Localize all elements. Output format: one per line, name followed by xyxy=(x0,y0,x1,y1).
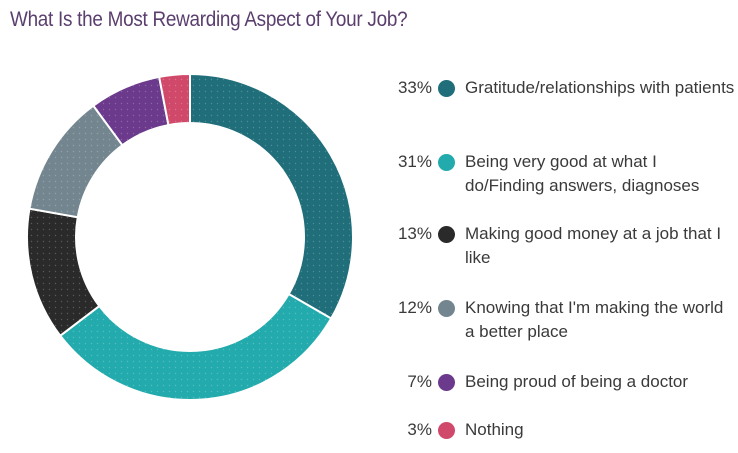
legend-percent: 7% xyxy=(407,372,432,391)
donut-slice-3-texture xyxy=(26,208,100,336)
legend-label: Nothing xyxy=(465,420,524,439)
legend-swatch xyxy=(438,226,455,243)
legend-label: Being proud of being a doctor xyxy=(465,372,689,391)
legend-label: Gratitude/relationships with patients xyxy=(465,78,735,97)
legend-swatch xyxy=(438,422,455,439)
legend-swatch xyxy=(438,374,455,391)
legend-percent: 3% xyxy=(407,420,432,439)
legend-percent: 13% xyxy=(397,224,432,243)
legend-swatch xyxy=(438,300,455,317)
legend-label: Knowing that I'm making the world a bett… xyxy=(465,298,724,341)
legend-label: Being very good at what I do/Finding ans… xyxy=(465,152,700,195)
legend-swatch xyxy=(438,80,455,97)
chart-title: What Is the Most Rewarding Aspect of You… xyxy=(10,8,408,31)
legend-label: Making good money at a job that I like xyxy=(465,224,722,267)
donut-slice-6-texture xyxy=(159,74,190,126)
donut-slice-4-texture xyxy=(29,105,123,218)
legend-percent: 33% xyxy=(397,78,432,97)
legend-percent: 31% xyxy=(397,152,432,171)
legend-percent: 12% xyxy=(397,298,432,317)
donut-slice-1-texture xyxy=(190,74,353,319)
donut-slice-5-texture xyxy=(93,76,169,146)
legend-swatch xyxy=(438,154,455,171)
donut-slice-2-texture xyxy=(60,294,332,400)
donut-chart xyxy=(26,72,354,401)
